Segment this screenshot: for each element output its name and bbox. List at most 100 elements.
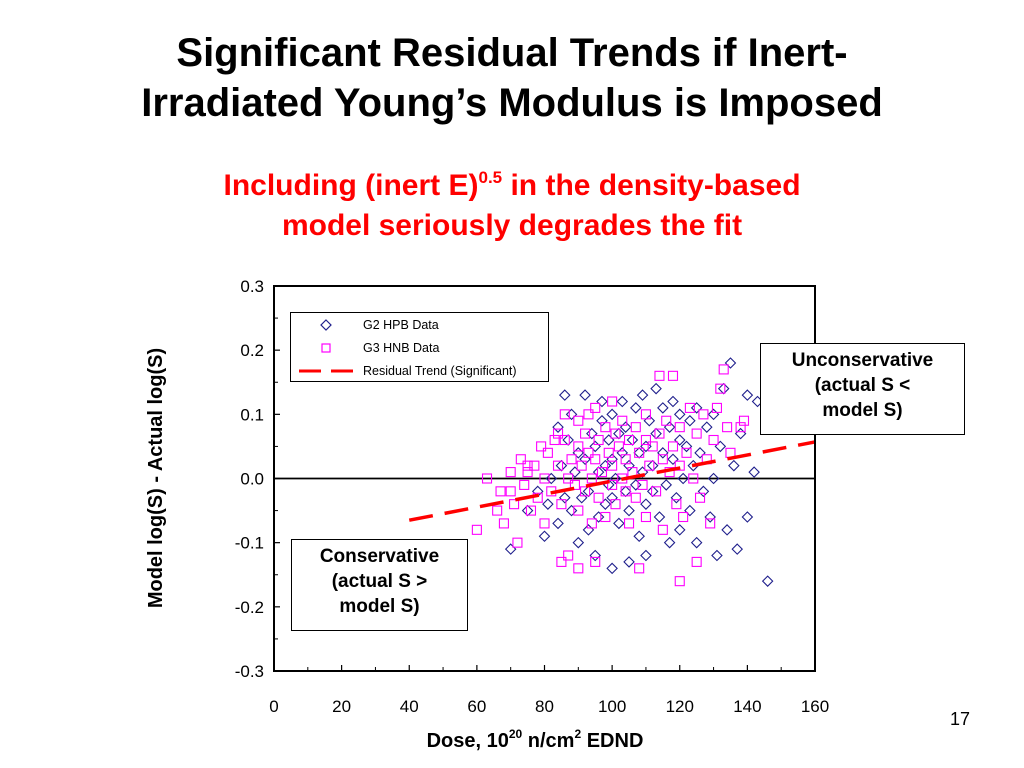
g3-hnb-point	[569, 479, 580, 490]
g3-hnb-point	[691, 428, 702, 439]
g3-hnb-point	[590, 556, 601, 567]
g3-hnb-point	[654, 370, 665, 381]
y-tick-label: -0.1	[235, 534, 264, 553]
g3-hnb-point	[607, 460, 618, 471]
g3-hnb-point	[593, 492, 604, 503]
g3-hnb-point	[593, 434, 604, 446]
g2-hpb-point	[599, 498, 612, 510]
g2-hpb-point	[724, 357, 737, 369]
g2-hpb-point	[697, 485, 710, 498]
g2-hpb-point	[640, 498, 652, 510]
g3-hnb-point	[637, 479, 648, 490]
g3-hnb-point	[640, 511, 651, 523]
g3-hnb-point	[525, 505, 537, 516]
x-tick-label: 20	[332, 697, 351, 716]
g3-hnb-point	[678, 511, 689, 523]
x-axis-label: Dose, 1020 n/cm2 EDND	[370, 728, 700, 754]
g2-hpb-point	[670, 491, 683, 504]
g3-hnb-point	[667, 441, 679, 452]
g3-hnb-point	[640, 409, 651, 420]
g3-hnb-point	[586, 473, 597, 484]
g3-hnb-point	[674, 576, 685, 587]
g3-hnb-point	[522, 460, 533, 471]
g3-hnb-point	[498, 518, 509, 529]
g2-hpb-point	[623, 459, 635, 472]
g2-hpb-point	[646, 459, 659, 472]
g2-hpb-point	[575, 491, 588, 504]
slide-subtitle-line-1: Including (inert E)0.5 in the density-ba…	[0, 166, 1024, 206]
g2-hpb-point	[606, 408, 618, 421]
x-tick-label: 0	[269, 697, 278, 716]
g2-hpb-point	[613, 517, 625, 530]
g3-hnb-point	[640, 434, 651, 446]
y-tick-label: 0.0	[240, 470, 264, 489]
g2-hpb-point	[711, 549, 723, 562]
g3-hnb-point	[566, 454, 577, 465]
g2-hpb-point	[569, 466, 581, 478]
g2-hpb-point	[707, 472, 720, 485]
g3-hnb-point	[644, 460, 655, 471]
g3-hnb-point	[590, 402, 601, 413]
g3-hnb-point	[522, 467, 533, 478]
g3-hnb-point	[715, 383, 726, 394]
x-axis-label-main: Dose, 10	[426, 730, 509, 752]
g3-hnb-point	[573, 563, 584, 574]
g2-hpb-point	[694, 447, 706, 459]
g2-hpb-point	[667, 453, 679, 466]
g3-hnb-point	[583, 409, 594, 420]
g3-hnb-point	[512, 537, 523, 548]
g3-hnb-point	[505, 467, 516, 478]
g3-hnb-point	[674, 422, 685, 433]
callout-line: model S)	[339, 596, 420, 617]
x-axis-label-unit: n/cm	[522, 730, 575, 752]
g3-hnb-point	[738, 415, 750, 426]
g2-hpb-point	[596, 395, 608, 408]
callout-line: model S)	[822, 400, 903, 421]
g2-hpb-point	[572, 536, 585, 549]
g2-hpb-point	[542, 498, 554, 510]
g3-hnb-point	[610, 499, 621, 510]
legend-label: Residual Trend (Significant)	[363, 364, 517, 378]
g3-hnb-point	[651, 486, 662, 497]
g3-hnb-point	[630, 492, 641, 503]
g3-hnb-point	[607, 396, 618, 407]
g3-hnb-point	[505, 486, 516, 497]
g3-hnb-point	[556, 556, 567, 567]
g2-hpb-point	[650, 427, 662, 440]
g3-hnb-point	[630, 422, 641, 433]
g3-hnb-point	[549, 434, 560, 446]
g3-hnb-point	[674, 460, 685, 471]
g2-hpb-point	[684, 504, 696, 517]
g3-hnb-point	[586, 518, 597, 529]
x-tick-label: 140	[733, 697, 761, 716]
g3-hnb-point	[573, 415, 584, 426]
g2-hpb-point	[559, 389, 571, 401]
g3-hnb-point	[600, 422, 611, 433]
subtitle-exponent: 0.5	[478, 168, 503, 187]
legend-entry-residual-trend: Residual Trend (Significant)	[291, 362, 548, 380]
g3-hnb-point	[657, 524, 668, 535]
g2-hpb-point	[552, 517, 564, 530]
x-tick-label: 60	[467, 697, 486, 716]
g2-hpb-point	[704, 511, 716, 523]
g2-hpb-point	[721, 524, 733, 536]
g2-hpb-point	[707, 408, 720, 421]
g2-hpb-point	[728, 459, 740, 472]
g3-hnb-point	[711, 402, 722, 413]
g3-hnb-point	[600, 511, 611, 523]
g3-hnb-point	[536, 441, 547, 452]
g3-hnb-point	[583, 447, 594, 458]
g2-hpb-point	[609, 472, 622, 485]
g2-hpb-point	[606, 562, 618, 575]
g3-hnb-point	[529, 460, 540, 471]
legend-entry-g2-hpb: G2 HPB Data	[291, 316, 548, 334]
g3-hnb-point	[671, 499, 682, 510]
g3-hnb-point	[580, 486, 591, 497]
g3-hnb-point	[735, 422, 746, 433]
g3-hnb-point	[613, 441, 624, 452]
g2-hpb-point	[680, 440, 693, 453]
g2-hpb-point	[606, 453, 618, 466]
g3-hnb-point	[718, 364, 729, 375]
g3-hnb-point	[515, 454, 526, 465]
legend-entry-g3-hnb: G3 HNB Data	[291, 339, 548, 357]
